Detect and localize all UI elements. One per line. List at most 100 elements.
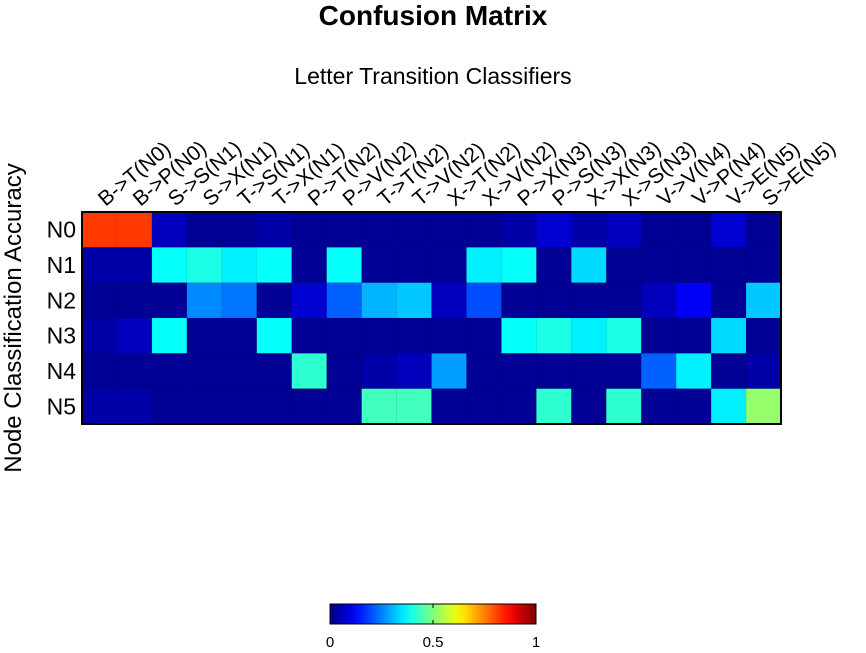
heatmap-cell xyxy=(711,388,747,425)
heatmap-cell xyxy=(151,388,188,425)
heatmap-cell xyxy=(571,388,607,425)
heatmap-cell xyxy=(711,353,747,390)
heatmap-cell xyxy=(116,353,153,390)
heatmap-cell xyxy=(676,212,712,248)
heatmap-cell xyxy=(116,388,153,425)
heatmap-cell xyxy=(361,317,397,354)
heatmap-cell xyxy=(466,247,502,284)
heatmap-cell xyxy=(396,212,432,248)
heatmap-cell xyxy=(571,282,607,319)
heatmap-cell xyxy=(746,353,782,390)
column-labels: B->T(N0)B->P(N0)S->S(N1)S->X(N1)T->S(N1)… xyxy=(94,137,840,211)
heatmap-cell xyxy=(361,353,397,390)
heatmap-cell xyxy=(186,353,223,390)
heatmap-cell xyxy=(536,317,572,354)
heatmap-cell xyxy=(326,212,362,248)
heatmap-cell xyxy=(221,353,258,390)
heatmap-cell xyxy=(116,212,153,248)
heatmap-cell xyxy=(291,388,328,425)
colorbar-tick-label: 0.5 xyxy=(423,634,444,651)
heatmap-cell xyxy=(606,353,642,390)
heatmap-cell xyxy=(571,247,607,284)
row-labels: N0 N1 N2 N3 N4 N5 xyxy=(47,217,77,420)
heatmap-cell xyxy=(711,247,747,284)
heatmap-cell xyxy=(466,353,502,390)
heatmap-cell xyxy=(326,388,362,425)
heatmap-cell xyxy=(116,247,153,284)
heatmap-cell xyxy=(746,317,782,354)
heatmap-cell xyxy=(431,247,467,284)
heatmap-cell xyxy=(676,388,712,425)
heatmap-cell xyxy=(746,247,782,284)
heatmap-cell xyxy=(501,212,537,248)
heatmap-cell xyxy=(606,247,642,284)
heatmap-cell xyxy=(291,282,328,319)
heatmap-cell xyxy=(676,353,712,390)
heatmap-cell xyxy=(82,388,118,425)
heatmap-cell xyxy=(291,317,328,354)
heatmap-cell xyxy=(431,282,467,319)
heatmap-cell xyxy=(291,247,328,284)
heatmap-cell xyxy=(291,353,328,390)
heatmap-cell xyxy=(676,282,712,319)
row-label: N2 xyxy=(47,287,76,313)
heatmap-cell xyxy=(326,282,362,319)
heatmap-cell xyxy=(641,317,677,354)
heatmap-cell xyxy=(221,212,258,248)
heatmap-cell xyxy=(186,212,223,248)
heatmap-cell xyxy=(431,317,467,354)
heatmap-cell xyxy=(326,353,362,390)
heatmap-cell xyxy=(82,317,118,354)
heatmap-cell xyxy=(221,388,258,425)
heatmap-cell xyxy=(501,317,537,354)
heatmap-cell xyxy=(186,388,223,425)
heatmap-cell xyxy=(361,282,397,319)
heatmap-cells xyxy=(82,212,782,425)
heatmap-cell xyxy=(536,247,572,284)
chart-title: Confusion Matrix xyxy=(319,0,548,31)
heatmap-cell xyxy=(641,353,677,390)
heatmap-cell xyxy=(746,388,782,425)
heatmap-cell xyxy=(186,247,223,284)
heatmap-cell xyxy=(746,282,782,319)
heatmap-cell xyxy=(326,247,362,284)
row-label: N4 xyxy=(47,358,77,384)
heatmap-cell xyxy=(116,282,153,319)
colorbar-ticks: 0 0.5 1 xyxy=(326,604,540,651)
heatmap-cell xyxy=(571,212,607,248)
colorbar-tick-label: 0 xyxy=(326,634,334,651)
heatmap-cell xyxy=(466,282,502,319)
chart-subtitle: Letter Transition Classifiers xyxy=(294,63,571,89)
row-label: N3 xyxy=(47,323,76,349)
heatmap-cell xyxy=(606,212,642,248)
heatmap-cell xyxy=(466,212,502,248)
heatmap-cell xyxy=(431,353,467,390)
row-label: N5 xyxy=(47,393,76,419)
heatmap-cell xyxy=(256,212,293,248)
heatmap-cell xyxy=(361,212,397,248)
heatmap-cell xyxy=(151,282,188,319)
heatmap-cell xyxy=(466,317,502,354)
heatmap-cell xyxy=(256,247,293,284)
heatmap-cell xyxy=(501,353,537,390)
heatmap-cell xyxy=(361,388,397,425)
heatmap-cell xyxy=(606,388,642,425)
heatmap-cell xyxy=(396,282,432,319)
heatmap-cell xyxy=(536,212,572,248)
heatmap-cell xyxy=(396,247,432,284)
heatmap-cell xyxy=(606,282,642,319)
heatmap-cell xyxy=(82,247,118,284)
heatmap-cell xyxy=(536,353,572,390)
heatmap-cell xyxy=(641,212,677,248)
heatmap-cell xyxy=(256,353,293,390)
heatmap-cell xyxy=(116,317,153,354)
heatmap-cell xyxy=(711,282,747,319)
heatmap-cell xyxy=(571,317,607,354)
heatmap-cell xyxy=(466,388,502,425)
heatmap-cell xyxy=(641,388,677,425)
heatmap-cell xyxy=(641,247,677,284)
heatmap-cell xyxy=(676,317,712,354)
heatmap-cell xyxy=(221,247,258,284)
heatmap-cell xyxy=(641,282,677,319)
